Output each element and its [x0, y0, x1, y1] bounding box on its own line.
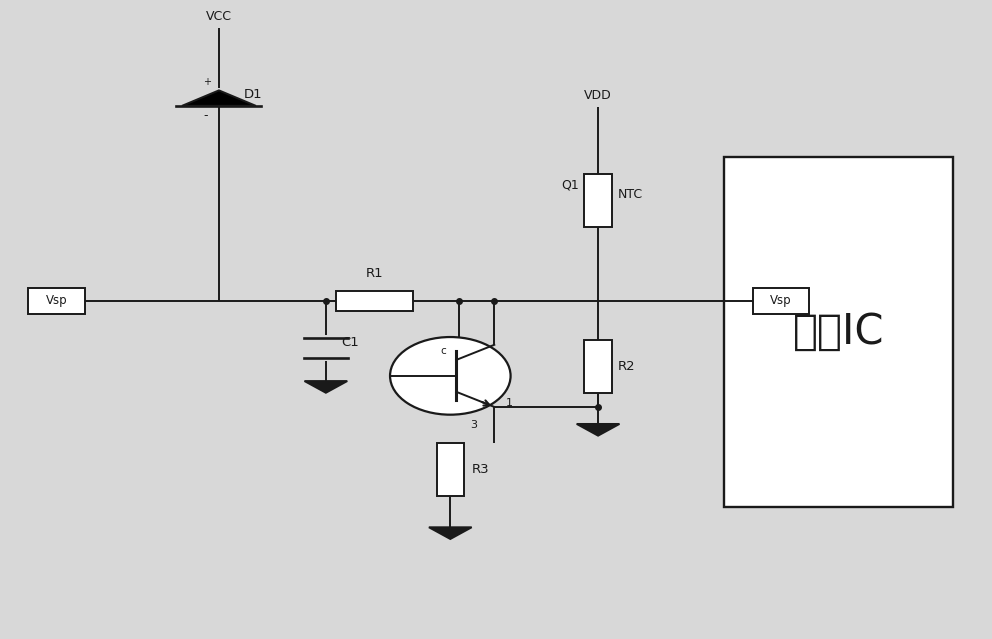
Bar — [29, 288, 84, 314]
Text: R3: R3 — [472, 463, 489, 476]
Bar — [753, 288, 809, 314]
Polygon shape — [576, 424, 619, 436]
Text: VDD: VDD — [584, 89, 612, 102]
Circle shape — [390, 337, 511, 415]
Polygon shape — [305, 381, 347, 393]
Bar — [724, 157, 953, 507]
Bar — [584, 174, 612, 227]
Text: C1: C1 — [341, 336, 359, 349]
Text: D1: D1 — [244, 88, 263, 100]
Bar — [584, 340, 612, 393]
Text: 3: 3 — [470, 420, 477, 430]
Text: Q1: Q1 — [560, 178, 578, 191]
Text: Vsp: Vsp — [46, 294, 67, 307]
Bar — [436, 443, 464, 497]
Text: 控制IC: 控制IC — [793, 311, 885, 353]
Text: NTC: NTC — [617, 188, 643, 201]
Text: Vsp: Vsp — [770, 294, 792, 307]
Text: VCC: VCC — [206, 10, 232, 23]
Text: R2: R2 — [617, 360, 635, 373]
Polygon shape — [429, 527, 472, 539]
Polygon shape — [182, 90, 256, 106]
Text: c: c — [440, 346, 446, 356]
Text: 1: 1 — [506, 398, 513, 408]
Text: R1: R1 — [366, 267, 383, 280]
Text: +: + — [203, 77, 211, 87]
Bar — [335, 291, 414, 311]
Text: -: - — [203, 109, 207, 122]
